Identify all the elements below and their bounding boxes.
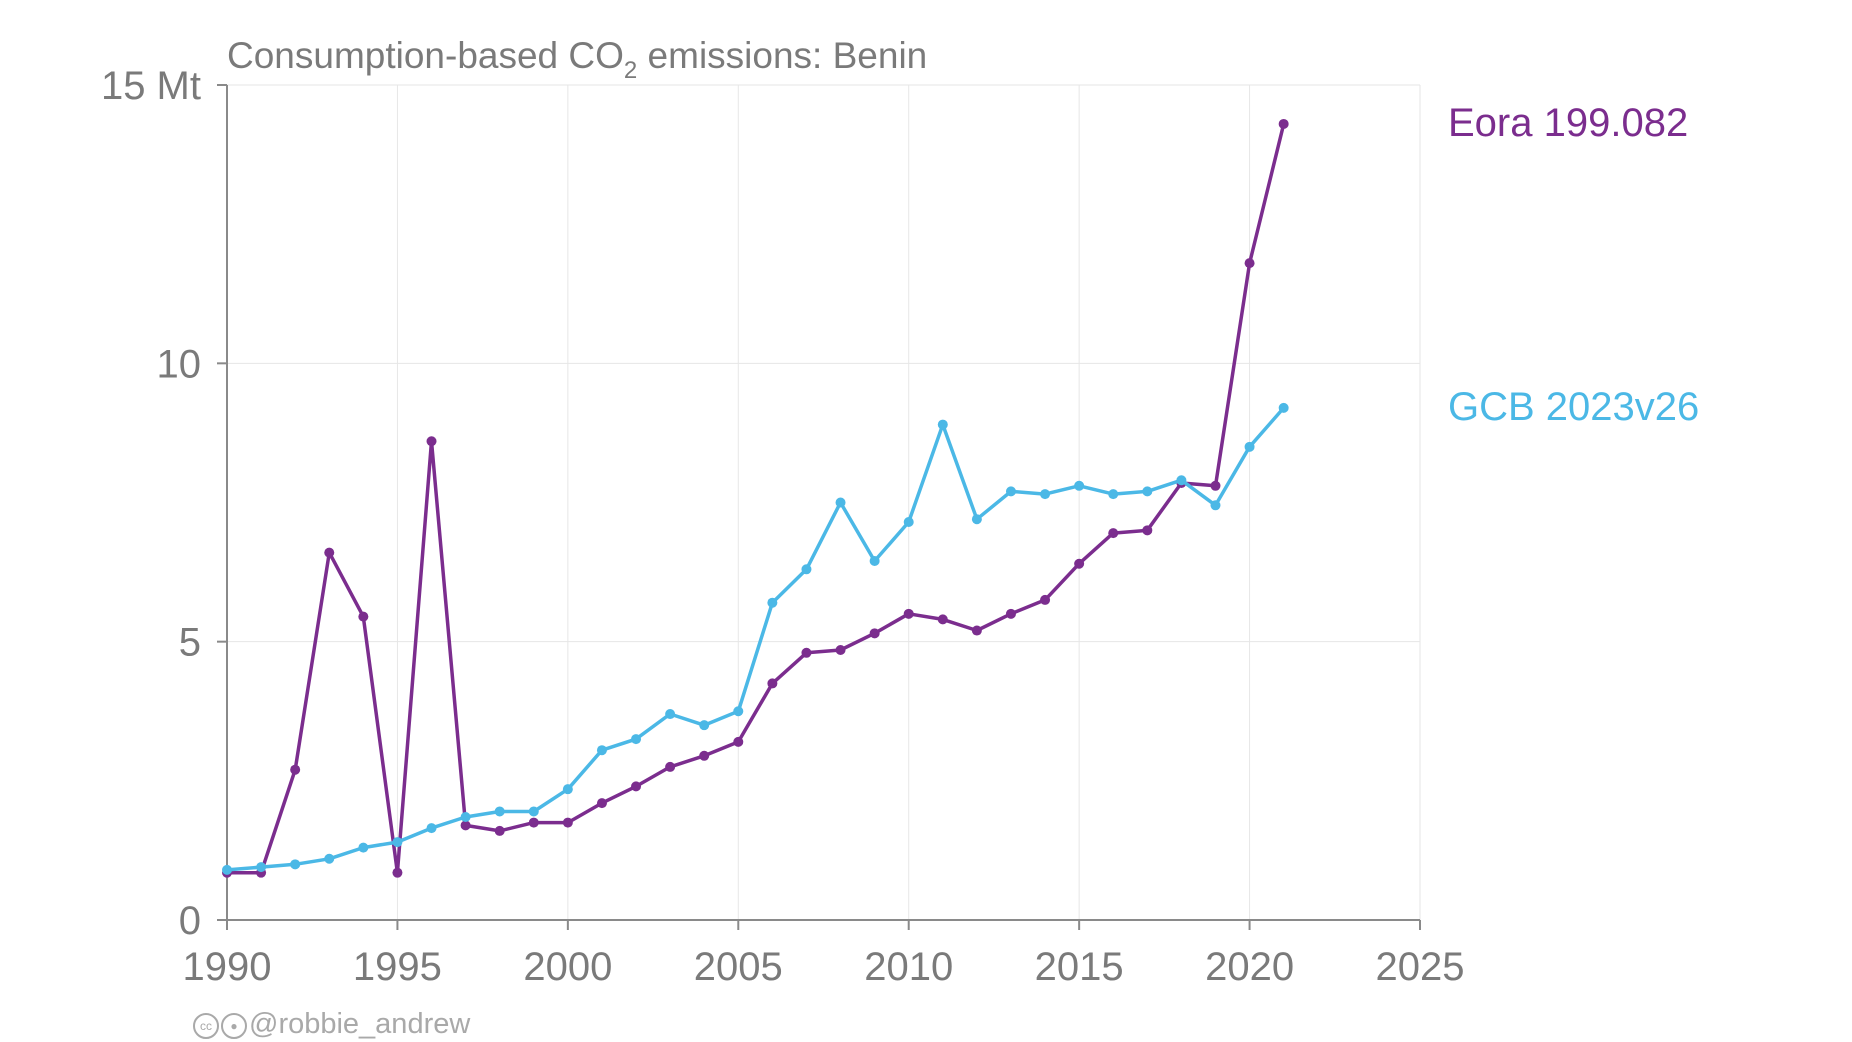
data-point bbox=[1108, 528, 1119, 539]
data-point bbox=[971, 514, 982, 525]
x-tick-label: 1995 bbox=[353, 945, 442, 989]
data-point bbox=[835, 645, 846, 656]
data-point bbox=[1074, 480, 1085, 491]
data-point bbox=[358, 842, 369, 853]
by-icon: ● bbox=[221, 1013, 247, 1039]
data-point bbox=[937, 614, 948, 625]
data-point bbox=[699, 720, 710, 731]
cc-icon: cc bbox=[193, 1013, 219, 1039]
data-point bbox=[290, 764, 301, 775]
data-point bbox=[631, 734, 642, 745]
labels: Eora 199.082 GCB 2023v26 bbox=[1448, 101, 1699, 429]
data-point bbox=[1244, 258, 1255, 269]
data-point bbox=[426, 436, 437, 447]
data-point bbox=[1005, 486, 1016, 497]
data-point bbox=[562, 817, 573, 828]
data-point bbox=[869, 555, 880, 566]
data-point bbox=[801, 564, 812, 575]
credit-handle: @robbie_andrew bbox=[249, 1008, 471, 1040]
data-point bbox=[494, 806, 505, 817]
data-point bbox=[256, 862, 267, 873]
data-point bbox=[1040, 489, 1051, 500]
x-tick-label: 2015 bbox=[1035, 945, 1124, 989]
axes: 1990 1995 2000 2005 2010 2015 2020 2025 0 5 10 15 M… bbox=[101, 64, 1465, 989]
data-point bbox=[222, 864, 232, 875]
data-point bbox=[460, 812, 471, 823]
x-tick-label: 2010 bbox=[864, 945, 953, 989]
data-point bbox=[1210, 480, 1221, 491]
data-point bbox=[869, 628, 880, 639]
data-point bbox=[562, 784, 573, 795]
data-point bbox=[937, 419, 948, 430]
y-tick-label: 0 bbox=[179, 899, 201, 943]
data-point bbox=[324, 547, 335, 558]
data-point bbox=[460, 820, 471, 831]
data-point bbox=[767, 597, 778, 608]
data-point bbox=[1176, 475, 1187, 486]
data-point bbox=[665, 709, 676, 720]
data-point bbox=[1142, 486, 1153, 497]
x-tick-label: 2005 bbox=[694, 945, 783, 989]
data-point bbox=[1142, 525, 1153, 536]
series-line-1 bbox=[226, 406, 1286, 872]
data-point bbox=[1074, 558, 1085, 569]
data-point bbox=[358, 611, 369, 622]
data-point bbox=[528, 806, 539, 817]
chart-title: Consumption-based CO2 emissions: Benin bbox=[227, 35, 927, 84]
data-point bbox=[392, 867, 403, 878]
x-tick-label: 1990 bbox=[183, 945, 272, 989]
data-point bbox=[1278, 118, 1289, 129]
data-point bbox=[1210, 500, 1221, 511]
data-point bbox=[971, 625, 982, 636]
data-point bbox=[631, 781, 642, 792]
data-point bbox=[1005, 608, 1016, 619]
data-point bbox=[1278, 402, 1289, 413]
data-point bbox=[665, 761, 676, 772]
data-point bbox=[835, 497, 846, 508]
credit: cc ● @robbie_andrew bbox=[193, 1008, 470, 1041]
x-tick-label: 2025 bbox=[1376, 945, 1465, 989]
data-point bbox=[596, 745, 607, 756]
data-point bbox=[1108, 489, 1119, 500]
series-label-1: GCB 2023v26 bbox=[1448, 385, 1699, 429]
series-line-0 bbox=[227, 123, 1286, 875]
data-point bbox=[801, 647, 812, 658]
data-point bbox=[699, 750, 710, 761]
x-tick-label: 2020 bbox=[1205, 945, 1294, 989]
data-point bbox=[528, 817, 539, 828]
x-tick-label: 2000 bbox=[523, 945, 612, 989]
data-point bbox=[733, 736, 744, 747]
data-point bbox=[494, 825, 505, 836]
data-point bbox=[767, 678, 778, 689]
data-point bbox=[324, 853, 335, 864]
grid bbox=[227, 84, 1421, 920]
data-point bbox=[1244, 441, 1255, 452]
data-point bbox=[290, 859, 301, 870]
series bbox=[222, 118, 1289, 878]
y-tick-label: 10 bbox=[157, 342, 202, 386]
y-tick-label: 15 Mt bbox=[101, 64, 201, 108]
data-point bbox=[1040, 594, 1051, 605]
data-point bbox=[392, 837, 403, 848]
data-point bbox=[596, 798, 607, 809]
data-point bbox=[733, 706, 744, 717]
data-point bbox=[426, 823, 437, 834]
series-label-0: Eora 199.082 bbox=[1448, 101, 1688, 145]
data-point bbox=[903, 516, 914, 527]
y-tick-label: 5 bbox=[179, 621, 201, 665]
data-point bbox=[903, 608, 914, 619]
